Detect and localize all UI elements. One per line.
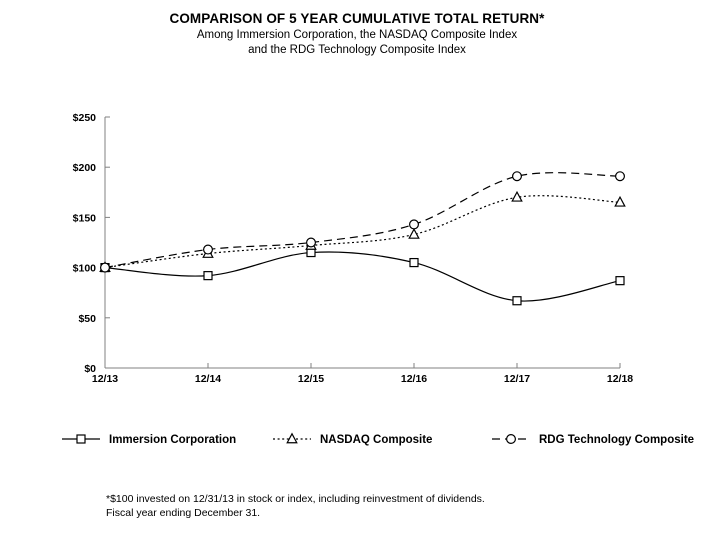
legend-marker [286, 432, 298, 444]
y-axis-tick-labels: $0 $50 $100 $150 $200 $250 [73, 112, 97, 375]
series-markers [99, 171, 626, 306]
series-marker [203, 271, 213, 281]
x-axis-tick-label: 12/17 [504, 373, 530, 385]
x-axis-ticks [104, 363, 621, 368]
series-marker [614, 195, 626, 207]
page-subtitle-line1: Among Immersion Corporation, the NASDAQ … [196, 29, 518, 41]
series-marker [306, 237, 317, 248]
x-axis-tick-label: 12/13 [92, 373, 118, 385]
x-axis-tick-labels: 12/13 12/14 12/15 12/16 12/17 12/18 [92, 373, 633, 385]
title-block: COMPARISON OF 5 YEAR CUMULATIVE TOTAL RE… [0, 10, 714, 58]
legend-marker [506, 434, 517, 445]
series-line [104, 195, 621, 269]
series-marker [99, 262, 110, 273]
legend-label: RDG Technology Composite [539, 434, 694, 446]
legend-marker [76, 434, 86, 444]
series-marker [409, 219, 420, 230]
series-marker [511, 171, 522, 182]
chart-legend: Immersion Corporation NASDAQ Composite RDG… [62, 432, 694, 446]
page-title: COMPARISON OF 5 YEAR CUMULATIVE TOTAL RE… [169, 11, 545, 26]
series-marker [512, 296, 522, 306]
series-line [104, 172, 621, 269]
y-axis-tick-label: $0 [84, 363, 96, 375]
series-line [104, 251, 621, 302]
series-marker [615, 276, 625, 286]
footnote-line-1: *$100 invested on 12/31/13 in stock or i… [106, 493, 485, 505]
x-axis-tick-label: 12/16 [401, 373, 427, 385]
legend-label: Immersion Corporation [109, 434, 236, 446]
series-marker [408, 227, 420, 239]
y-axis-tick-label: $200 [73, 162, 97, 174]
series-marker [614, 171, 625, 182]
x-axis-tick-label: 12/15 [298, 373, 324, 385]
y-axis-tick-label: $100 [73, 263, 97, 275]
page-subtitle-line2: and the RDG Technology Composite Index [248, 44, 466, 56]
series-lines [104, 172, 621, 302]
footnote: *$100 invested on 12/31/13 in stock or i… [106, 492, 485, 520]
y-axis-tick-label: $150 [73, 212, 97, 224]
y-axis-ticks [105, 116, 110, 369]
y-axis-tick-label: $250 [73, 112, 97, 124]
series-marker [511, 190, 523, 202]
x-axis-tick-label: 12/18 [607, 373, 633, 385]
series-marker [409, 257, 419, 268]
legend-label: NASDAQ Composite [320, 434, 432, 446]
series-marker [203, 244, 214, 255]
y-axis-tick-label: $50 [78, 313, 96, 325]
footnote-line-2: Fiscal year ending December 31. [106, 507, 261, 519]
x-axis-tick-label: 12/14 [195, 373, 221, 385]
